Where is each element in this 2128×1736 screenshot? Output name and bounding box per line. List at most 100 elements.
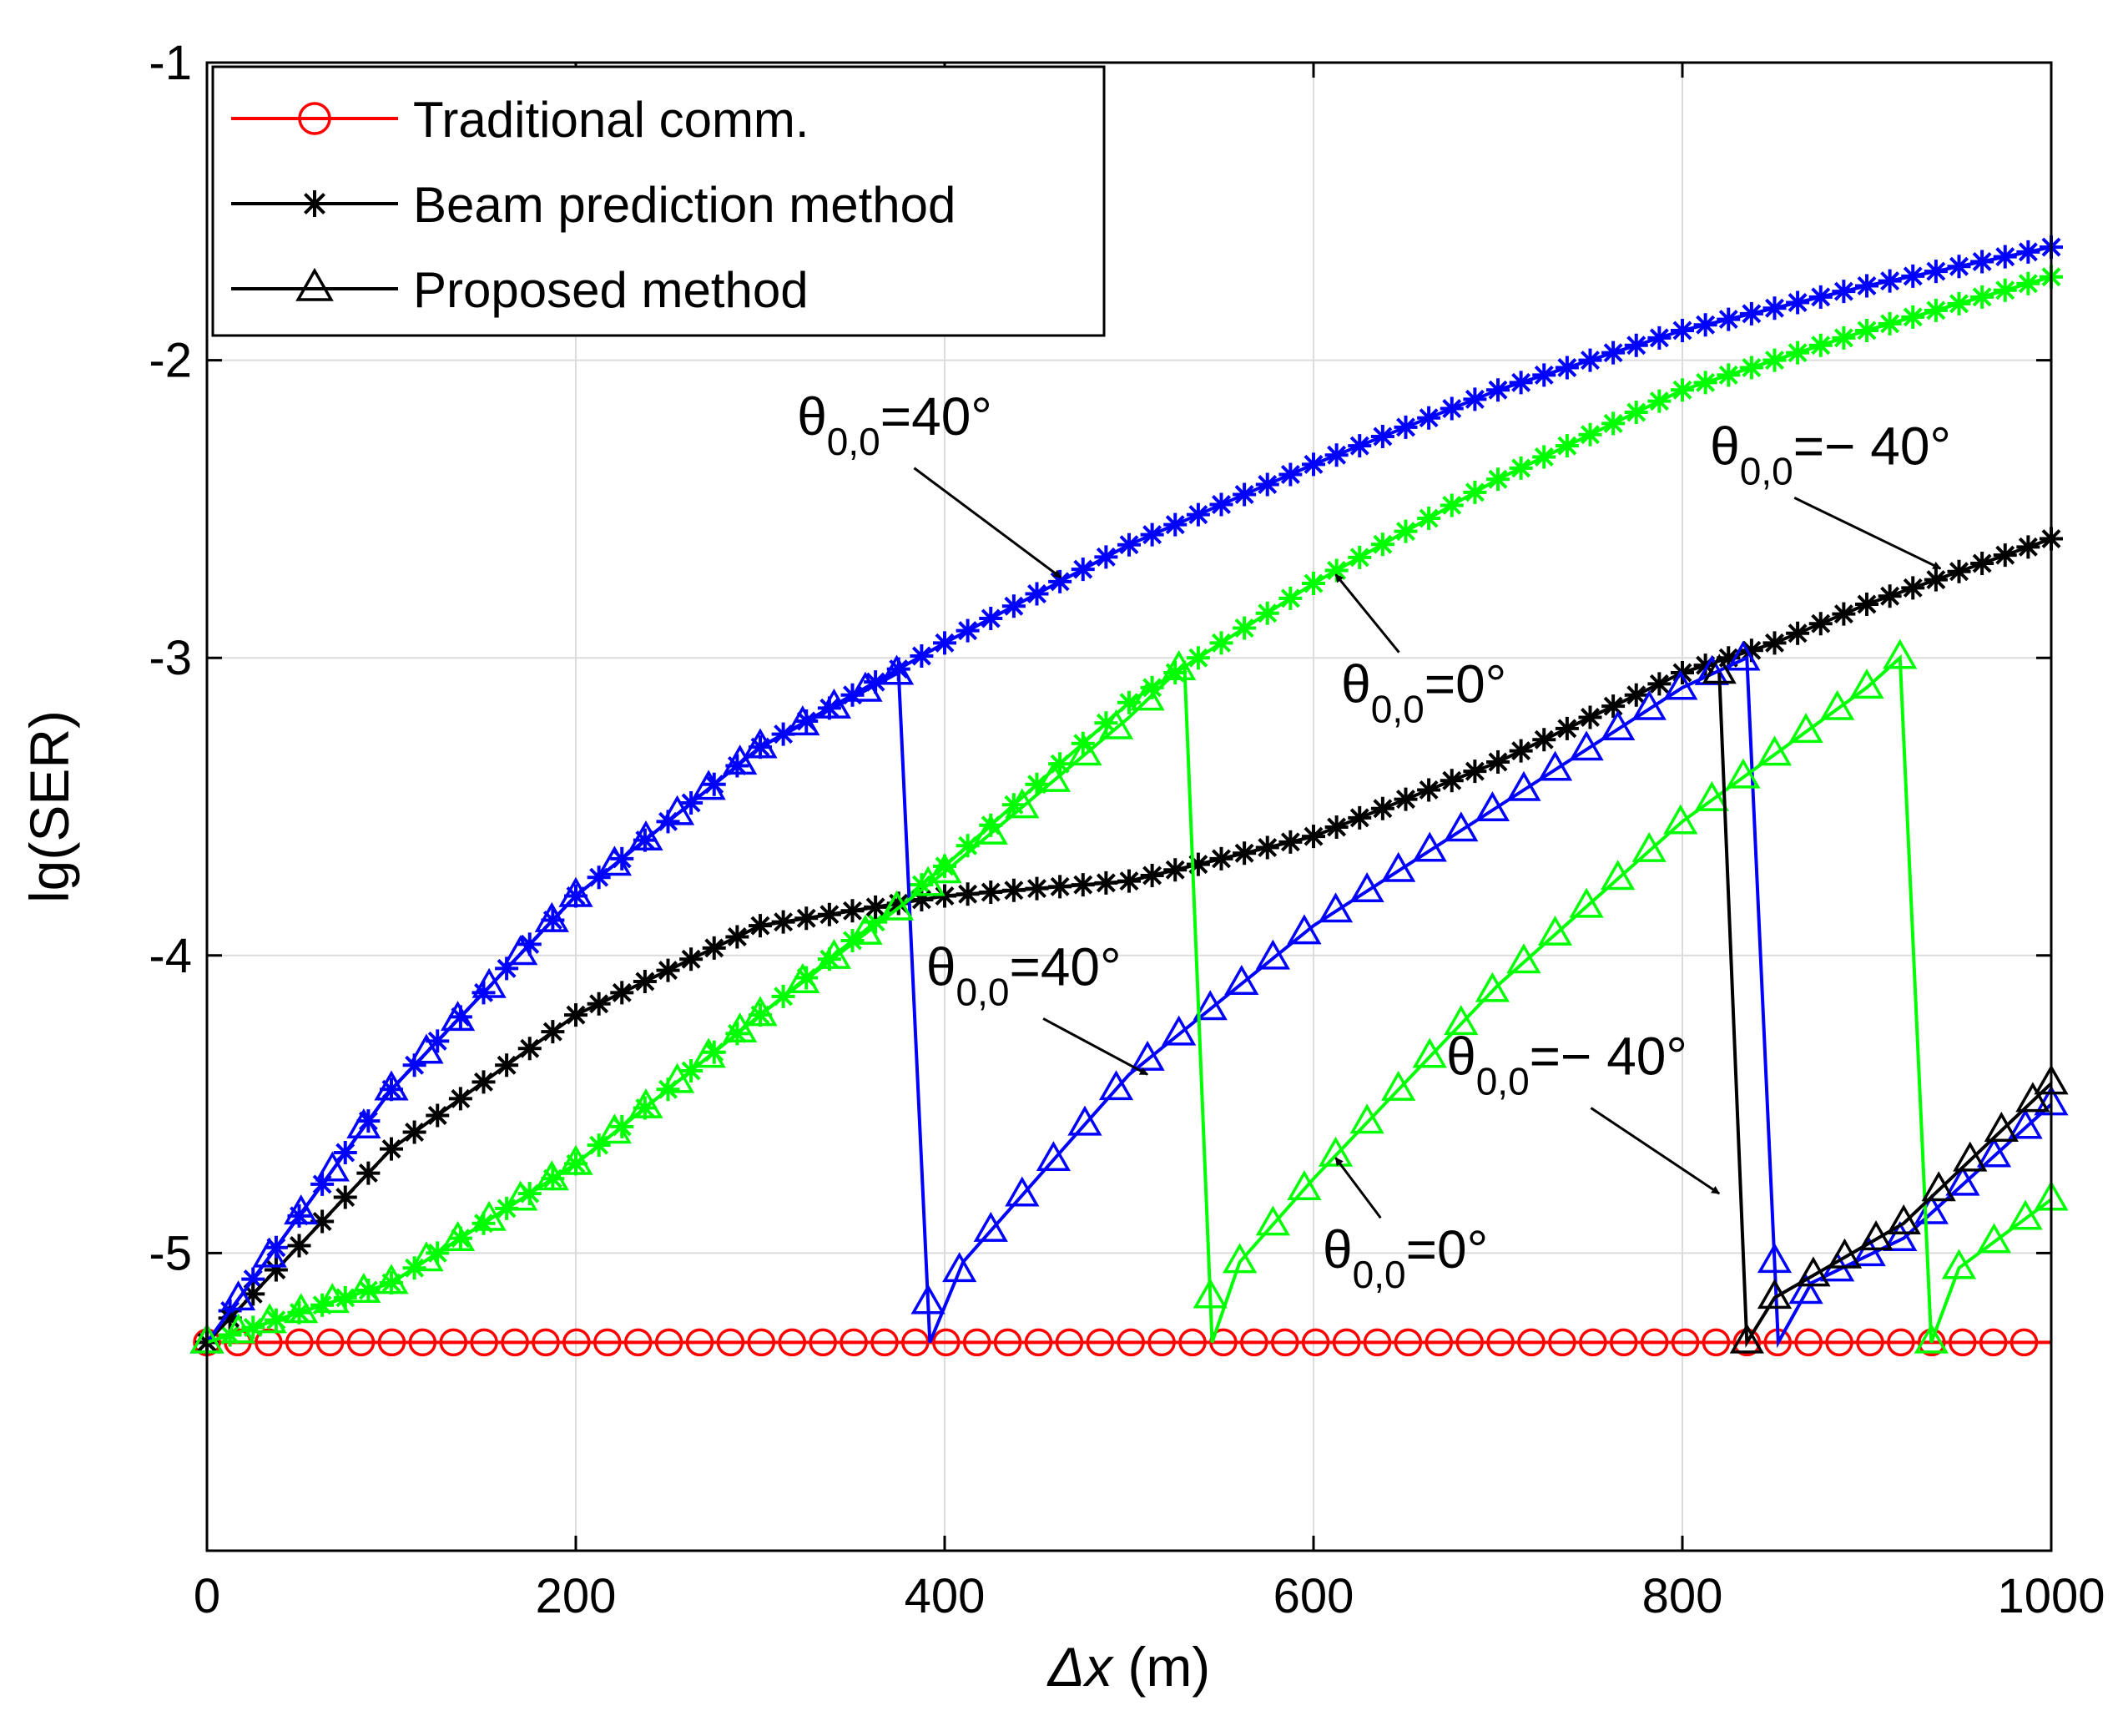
marker-asterisk (1786, 341, 1810, 365)
annotation-arrow (1334, 573, 1400, 654)
marker-asterisk (864, 910, 888, 934)
marker-asterisk-path (1324, 815, 1349, 840)
marker-asterisk (1117, 690, 1141, 714)
marker-asterisk-path (633, 970, 657, 993)
marker-asterisk (1624, 683, 1648, 707)
marker-asterisk (1647, 672, 1672, 696)
marker-asterisk-path (1348, 545, 1372, 569)
marker-asterisk (979, 813, 1003, 837)
legend-label: Traditional comm. (413, 92, 809, 148)
marker-asterisk-path (1693, 371, 1717, 395)
marker-circle (993, 1328, 1022, 1357)
marker-asterisk-path (1924, 298, 1948, 322)
marker-asterisk-path (1693, 313, 1717, 337)
marker-asterisk (1601, 411, 1626, 436)
marker-circle (840, 1328, 868, 1357)
marker-asterisk-path (1278, 830, 1303, 854)
marker-triangle (785, 705, 820, 736)
marker-asterisk (356, 1161, 381, 1185)
marker-asterisk-path (1555, 356, 1579, 380)
marker-triangle (1663, 669, 1698, 700)
marker-asterisk-path (1786, 341, 1810, 365)
marker-asterisk (1117, 532, 1141, 557)
annotation-value: =− 40° (1530, 1026, 1687, 1086)
marker-triangle (1005, 788, 1040, 819)
annotation-arrow (1334, 1157, 1382, 1219)
marker-asterisk-path (1624, 333, 1648, 357)
marker-circle (747, 1328, 776, 1357)
marker-triangle (1886, 1204, 1921, 1235)
marker-asterisk-path (564, 1003, 587, 1027)
marker-triangle (1287, 914, 1322, 945)
marker-asterisk-path (1601, 411, 1626, 436)
annotation-label: θ0,0=0° (1341, 654, 1506, 731)
marker-asterisk-path (301, 190, 328, 217)
marker-asterisk-path (1671, 661, 1694, 685)
marker-asterisk-path (1348, 805, 1372, 830)
marker-asterisk (587, 992, 611, 1016)
marker-triangle (1222, 1243, 1258, 1274)
annotation-arrow (1042, 1017, 1148, 1076)
marker-triangle (1820, 689, 1855, 720)
marker-triangle (1193, 1278, 1228, 1309)
marker-circle (716, 1328, 745, 1357)
marker-asterisk (1417, 778, 1441, 802)
marker-asterisk-path (679, 947, 703, 971)
marker-asterisk-path (956, 882, 980, 906)
marker-asterisk-path (1048, 569, 1072, 593)
marker-asterisk-path (380, 1137, 403, 1161)
marker-triangle (471, 967, 507, 998)
marker-asterisk (448, 1087, 472, 1111)
marker-asterisk (218, 1306, 242, 1330)
marker-asterisk-path (1117, 869, 1141, 893)
marker-triangle (816, 688, 852, 719)
marker-asterisk-path (1993, 543, 2017, 568)
marker-asterisk (1878, 311, 1902, 336)
marker-triangle (409, 1241, 444, 1272)
marker-asterisk (702, 936, 726, 960)
marker-asterisk-path (979, 813, 1003, 837)
marker-triangle (346, 1273, 381, 1304)
annotation-subscript: 0,0 (956, 970, 1009, 1013)
marker-asterisk (495, 1053, 519, 1077)
marker-triangle (1255, 939, 1290, 970)
marker-asterisk-path (1278, 586, 1303, 610)
marker-asterisk-path (2016, 535, 2040, 559)
annotations: θ0,0=40°θ0,0=0°θ0,0=− 40°θ0,0=40°θ0,0=− … (797, 386, 1951, 1296)
marker-circle (285, 1328, 314, 1357)
marker-asterisk (1370, 424, 1394, 448)
marker-asterisk (1947, 291, 1971, 315)
marker-circle (562, 1328, 591, 1357)
marker-circle (315, 1328, 345, 1357)
marker-circle (1671, 1328, 1700, 1357)
marker-asterisk (2016, 535, 2040, 559)
marker-asterisk-path (1947, 291, 1971, 315)
marker-asterisk (1993, 245, 2017, 269)
marker-asterisk-path (1071, 558, 1095, 582)
y-tick-label: -4 (149, 929, 192, 983)
marker-asterisk-path (933, 854, 956, 878)
marker-triangle (1663, 804, 1698, 835)
marker-asterisk-path (1048, 875, 1072, 899)
marker-asterisk (1739, 301, 1763, 326)
annotation-3: θ0,0=40° (926, 936, 1148, 1076)
series-line (205, 655, 2053, 1349)
marker-asterisk (1993, 543, 2017, 568)
marker-triangle (1631, 831, 1667, 862)
marker-circle (2009, 1328, 2039, 1357)
y-tick-label: -3 (149, 631, 192, 685)
marker-asterisk-path (1094, 871, 1118, 895)
marker-triangle (1601, 860, 1636, 891)
y-tick-label: -2 (149, 334, 192, 388)
marker-triangle (691, 770, 726, 800)
marker-circle (932, 1328, 961, 1357)
marker-asterisk-path (864, 895, 888, 919)
x-axis-label-unit: (m) (1112, 1636, 1210, 1698)
marker-asterisk-path (656, 958, 680, 982)
marker-asterisk (1555, 356, 1579, 380)
marker-asterisk-path (448, 1087, 472, 1111)
marker-asterisk-path (1532, 445, 1556, 469)
marker-asterisk (979, 606, 1003, 630)
marker-triangle (284, 1194, 319, 1225)
series-line (205, 245, 2052, 1344)
